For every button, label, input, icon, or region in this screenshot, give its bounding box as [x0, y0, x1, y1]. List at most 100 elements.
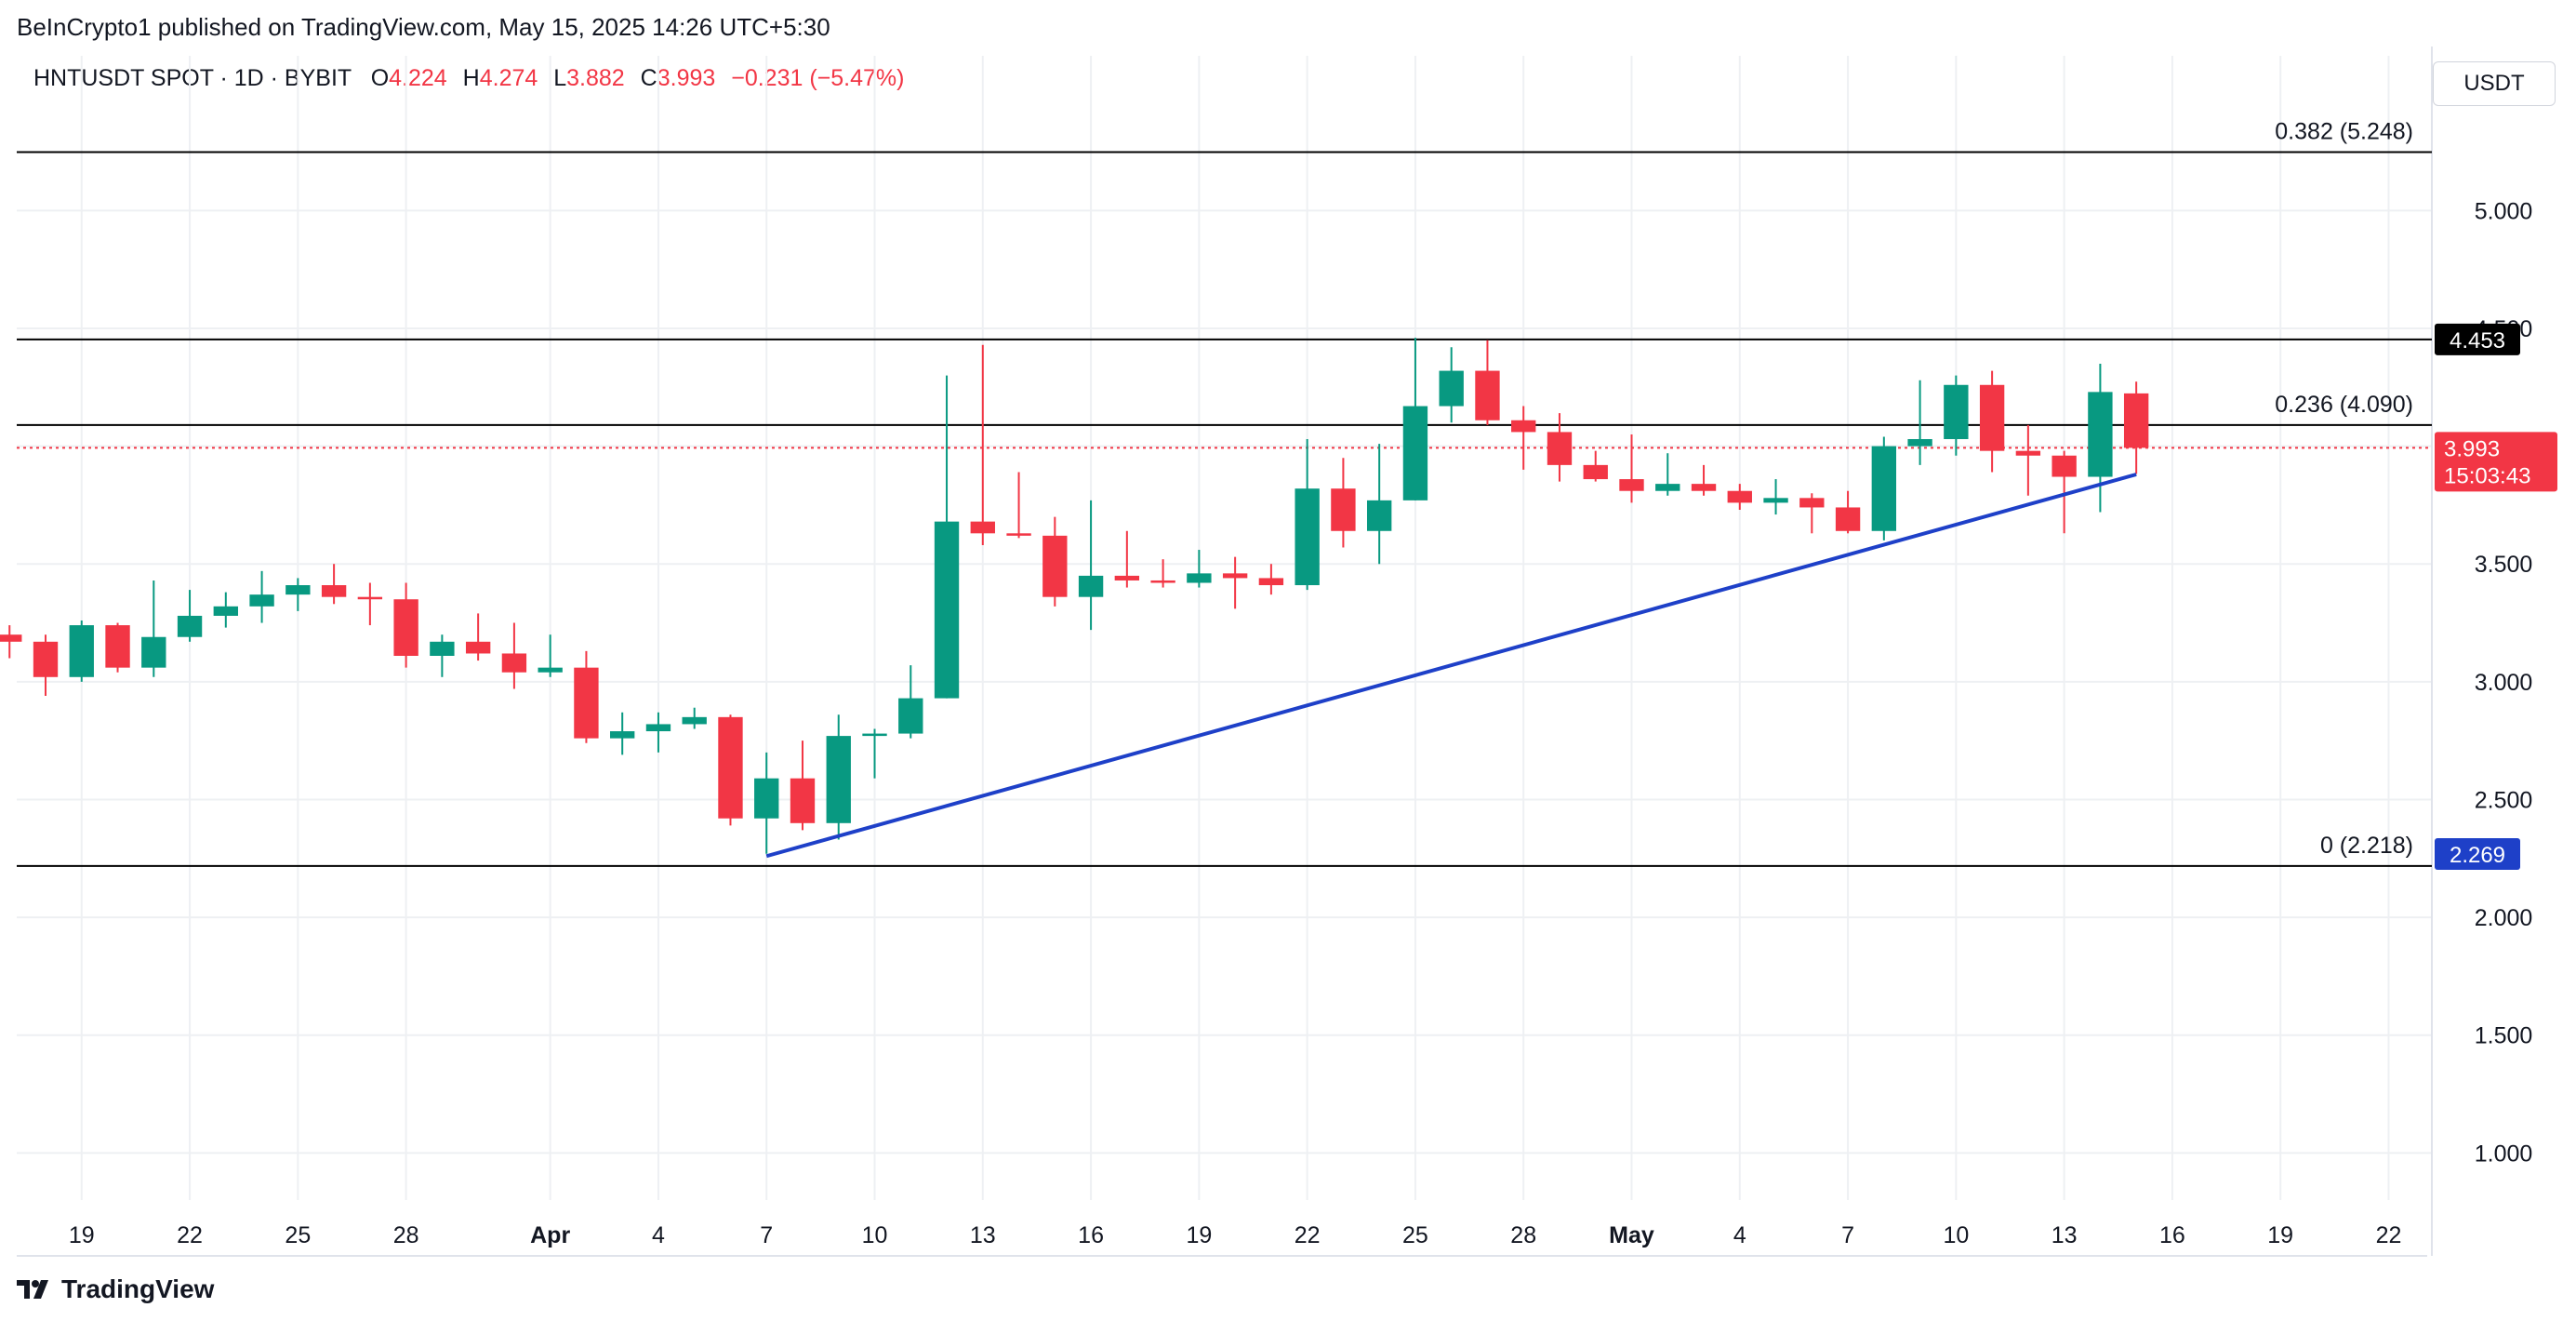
candle[interactable] — [501, 622, 527, 689]
candle[interactable] — [2015, 424, 2041, 496]
candle[interactable] — [1907, 380, 1932, 465]
candle[interactable] — [2123, 381, 2149, 474]
tradingview-logo[interactable]: TradingView — [17, 1274, 214, 1304]
candle[interactable] — [1799, 493, 1825, 534]
candle[interactable] — [33, 634, 59, 697]
candle-body — [2088, 392, 2113, 477]
candle[interactable] — [1727, 484, 1752, 510]
x-tick-label: 25 — [1402, 1222, 1428, 1248]
candle[interactable] — [1222, 556, 1248, 609]
candle-body — [105, 625, 130, 668]
candle[interactable] — [538, 634, 563, 677]
candle-body — [1871, 446, 1897, 531]
candle[interactable] — [1871, 436, 1897, 540]
candle[interactable] — [213, 592, 238, 628]
candle[interactable] — [1331, 458, 1356, 548]
trendline[interactable] — [765, 473, 2137, 859]
candle[interactable] — [357, 582, 383, 626]
candle-body — [141, 636, 166, 668]
candle-body — [754, 778, 779, 819]
candle[interactable] — [934, 375, 960, 699]
candle[interactable] — [1979, 370, 2005, 473]
candle-body — [430, 641, 455, 656]
x-tick-label: 16 — [2159, 1222, 2185, 1248]
x-tick-label: 19 — [1186, 1222, 1212, 1248]
current-price-label: 3.993 — [2444, 436, 2500, 461]
open-value: 4.224 — [389, 65, 447, 91]
candle[interactable] — [2088, 363, 2113, 513]
x-tick-label: 28 — [393, 1222, 419, 1248]
candle[interactable] — [2052, 450, 2077, 534]
candle[interactable] — [321, 564, 347, 605]
candle[interactable] — [393, 582, 418, 668]
candle-body — [2123, 393, 2149, 448]
candle[interactable] — [1763, 479, 1788, 515]
candle[interactable] — [1114, 530, 1140, 588]
candle-body — [718, 716, 743, 819]
candle[interactable] — [1944, 375, 1969, 456]
candle[interactable] — [1078, 500, 1104, 631]
candle[interactable] — [1691, 464, 1717, 496]
candle-body — [790, 778, 816, 823]
candle[interactable] — [1258, 564, 1284, 595]
candle[interactable] — [1583, 450, 1608, 482]
candle[interactable] — [285, 578, 311, 611]
candle-body — [1402, 406, 1428, 500]
candle-body — [1691, 484, 1717, 491]
candle[interactable] — [574, 650, 599, 743]
candle[interactable] — [1402, 338, 1428, 500]
candle[interactable] — [645, 712, 671, 753]
time-axis[interactable]: 19 22 25 28 Apr 4 7 10 13 16 19 22 25 28 May 4 7 10 13 16 19… — [69, 1222, 2402, 1248]
candle[interactable] — [1655, 453, 1680, 496]
candle[interactable] — [1042, 516, 1068, 607]
candle[interactable] — [826, 714, 851, 840]
candle-body — [682, 716, 707, 725]
candle[interactable] — [1835, 490, 1861, 534]
candle-body — [1366, 500, 1392, 531]
x-tick-label: May — [1609, 1222, 1654, 1248]
candle[interactable] — [141, 580, 166, 677]
y-tick-label: 3.500 — [2475, 552, 2533, 578]
low-value: 3.882 — [566, 65, 625, 91]
candle[interactable] — [0, 625, 22, 659]
candle[interactable] — [430, 634, 455, 677]
candle[interactable] — [862, 728, 887, 779]
fib-levels: 0.382 (5.248) 0.236 (4.090) 0 (2.218) — [17, 119, 2432, 867]
candle[interactable] — [177, 590, 203, 642]
candle-body — [69, 625, 94, 677]
currency-selector[interactable]: USDT — [2433, 61, 2556, 106]
candle[interactable] — [105, 622, 130, 673]
candle[interactable] — [754, 752, 779, 854]
candle-body — [249, 594, 274, 607]
candle[interactable] — [682, 707, 707, 729]
candle-body — [610, 731, 635, 739]
candle[interactable] — [249, 570, 274, 623]
fib-level-label: 0.236 (4.090) — [2275, 392, 2413, 418]
candle[interactable] — [465, 613, 491, 661]
candles[interactable] — [0, 338, 2149, 854]
candle[interactable] — [790, 741, 816, 831]
candle[interactable] — [610, 712, 635, 755]
candle[interactable] — [1475, 340, 1500, 425]
candle[interactable] — [1511, 406, 1536, 470]
candle-body — [1619, 479, 1644, 491]
x-tick-label: 16 — [1078, 1222, 1104, 1248]
candle[interactable] — [1366, 444, 1392, 565]
candle[interactable] — [1150, 559, 1175, 588]
candle[interactable] — [898, 665, 923, 739]
candle[interactable] — [718, 714, 743, 826]
candle[interactable] — [970, 344, 995, 545]
candle-body — [1042, 535, 1068, 597]
candle[interactable] — [1619, 434, 1644, 503]
candle[interactable] — [69, 620, 94, 682]
candle[interactable] — [1187, 550, 1212, 588]
candle[interactable] — [1295, 439, 1320, 591]
candle-body — [321, 585, 347, 597]
price-badge — [2435, 323, 2520, 355]
candle-body — [1114, 575, 1140, 580]
candle[interactable] — [1006, 472, 1031, 539]
candle[interactable] — [1439, 347, 1464, 423]
candle-body — [898, 698, 923, 734]
candle[interactable] — [1547, 413, 1573, 482]
